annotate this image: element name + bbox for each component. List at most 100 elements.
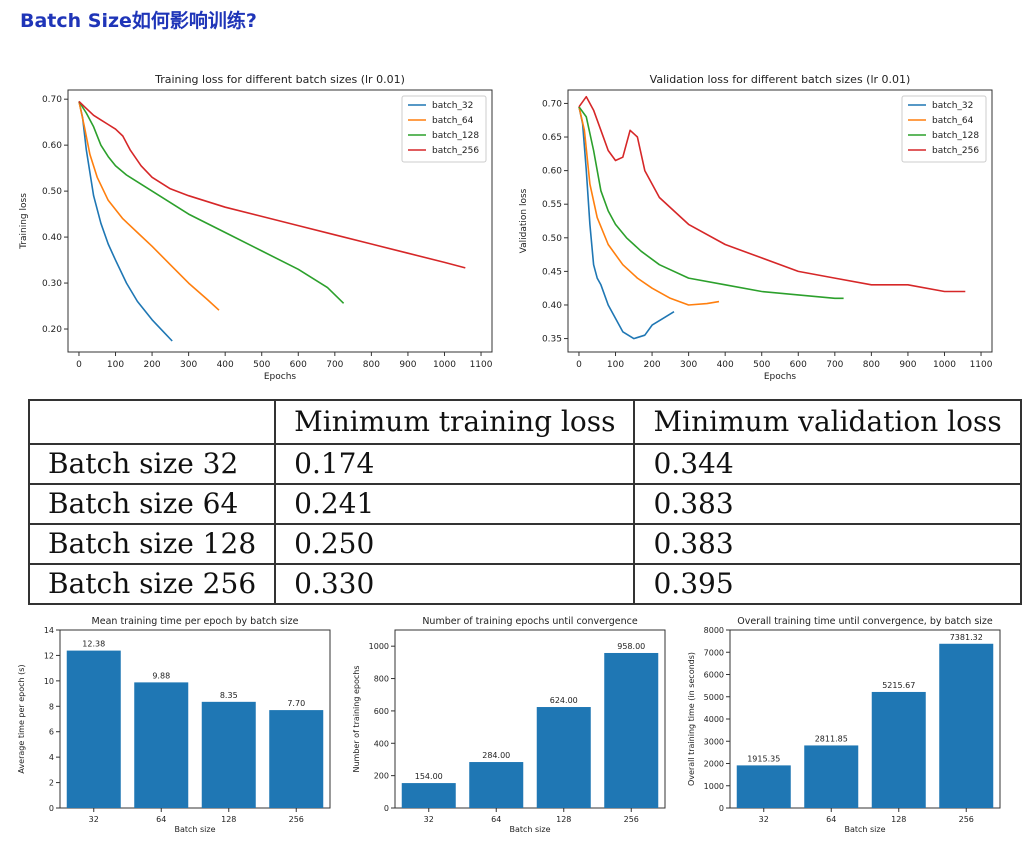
- bar-value-label: 5215.67: [882, 681, 915, 690]
- bar-value-label: 2811.85: [815, 734, 848, 743]
- x-axis-label: Batch size: [844, 825, 885, 834]
- table-cell: Batch size 128: [27, 523, 277, 565]
- bar-value-label: 624.00: [550, 696, 578, 705]
- legend: [401, 95, 487, 163]
- y-tick-label: 0.40: [542, 301, 562, 311]
- bar-value-label: 7.70: [287, 699, 305, 708]
- chart-title: Validation loss for different batch size…: [650, 73, 911, 86]
- bar: [939, 643, 994, 808]
- x-tick-label: 1000: [933, 360, 956, 370]
- bar: [66, 650, 121, 808]
- bar: [469, 762, 524, 808]
- x-tick-label: 700: [826, 360, 843, 370]
- training-loss-chart: Training loss for different batch sizes …: [19, 73, 493, 382]
- bar-value-label: 284.00: [482, 751, 510, 760]
- x-tick-label: 800: [863, 360, 880, 370]
- table-header-cell: Minimum training loss: [274, 399, 636, 445]
- y-tick-label: 0.50: [542, 234, 562, 244]
- bar-value-label: 154.00: [415, 772, 443, 781]
- x-tick-label: 100: [107, 360, 124, 370]
- x-tick-label: 64: [826, 815, 836, 824]
- y-tick-label: 0: [49, 804, 54, 813]
- x-tick-label: 64: [156, 815, 166, 824]
- series-line: [78, 101, 345, 304]
- y-tick-label: 200: [374, 772, 389, 781]
- table-cell: 0.330: [274, 563, 636, 605]
- y-tick-label: 0: [719, 804, 724, 813]
- y-tick-label: 0.30: [42, 279, 62, 289]
- x-tick-label: 100: [607, 360, 624, 370]
- y-tick-label: 10: [44, 677, 54, 686]
- y-tick-label: 0.35: [542, 335, 562, 345]
- mean-epoch-time-chart: Mean training time per epoch by batch si…: [17, 616, 331, 834]
- table-cell: 0.250: [274, 523, 636, 565]
- x-axis-label: Batch size: [174, 825, 215, 834]
- y-axis-label: Average time per epoch (s): [17, 664, 26, 773]
- x-tick-label: 200: [643, 360, 660, 370]
- x-tick-label: 400: [717, 360, 734, 370]
- validation-loss-chart: Validation loss for different batch size…: [519, 73, 993, 382]
- x-tick-label: 600: [790, 360, 807, 370]
- legend: [901, 95, 987, 163]
- x-tick-label: 900: [399, 360, 416, 370]
- x-tick-label: 128: [221, 815, 236, 824]
- table-header-row: Minimum training loss Minimum validation…: [27, 399, 1022, 445]
- x-axis-label: Epochs: [764, 372, 797, 382]
- y-tick-label: 0.70: [542, 99, 562, 109]
- bar: [201, 701, 256, 808]
- x-axis-label: Batch size: [509, 825, 550, 834]
- legend-label: batch_32: [932, 101, 973, 111]
- bar: [604, 652, 659, 808]
- y-tick-label: 600: [374, 707, 389, 716]
- table-cell: 0.344: [633, 443, 1022, 485]
- bar-value-label: 958.00: [617, 642, 645, 651]
- x-tick-label: 400: [217, 360, 234, 370]
- x-axis-label: Epochs: [264, 372, 297, 382]
- bar: [736, 765, 791, 808]
- table-cell: Batch size 256: [27, 563, 277, 605]
- x-tick-label: 256: [624, 815, 639, 824]
- y-tick-label: 0.50: [42, 187, 62, 197]
- series-line: [578, 106, 675, 340]
- legend-label: batch_128: [432, 131, 479, 141]
- x-tick-label: 300: [680, 360, 697, 370]
- y-tick-label: 5000: [704, 693, 724, 702]
- x-tick-label: 500: [253, 360, 270, 370]
- x-tick-label: 1000: [433, 360, 456, 370]
- bar-value-label: 7381.32: [950, 633, 983, 642]
- series-line: [78, 100, 466, 269]
- series-line: [578, 106, 844, 300]
- y-tick-label: 14: [44, 626, 54, 635]
- table-cell: 0.241: [274, 483, 636, 525]
- y-axis-label: Number of training epochs: [352, 666, 361, 773]
- bar: [804, 745, 859, 808]
- bar: [401, 783, 456, 808]
- x-tick-label: 1100: [970, 360, 993, 370]
- table-row: Batch size 256 0.330 0.395: [27, 563, 1022, 605]
- y-tick-label: 7000: [704, 648, 724, 657]
- x-tick-label: 0: [576, 360, 582, 370]
- y-tick-label: 0.55: [542, 200, 562, 210]
- y-tick-label: 1000: [369, 642, 389, 651]
- x-tick-label: 128: [891, 815, 906, 824]
- y-tick-label: 1000: [704, 782, 724, 791]
- legend-label: batch_32: [432, 101, 473, 111]
- bar: [536, 707, 591, 808]
- y-tick-label: 8000: [704, 626, 724, 635]
- y-tick-label: 3000: [704, 737, 724, 746]
- series-line: [578, 106, 720, 306]
- x-tick-label: 300: [180, 360, 197, 370]
- y-tick-label: 2: [49, 779, 54, 788]
- x-tick-label: 128: [556, 815, 571, 824]
- overall-training-time-chart: Overall training time until convergence,…: [687, 616, 1001, 834]
- y-tick-label: 400: [374, 739, 389, 748]
- chart-title: Training loss for different batch sizes …: [154, 73, 405, 86]
- y-axis-label: Validation loss: [519, 188, 529, 253]
- plot-frame: [567, 89, 993, 353]
- table-cell: 0.383: [633, 483, 1022, 525]
- y-tick-label: 0.60: [42, 141, 62, 151]
- bar: [269, 710, 324, 808]
- table-row: Batch size 32 0.174 0.344: [27, 443, 1022, 485]
- y-tick-label: 12: [44, 651, 54, 660]
- legend-label: batch_256: [932, 146, 979, 156]
